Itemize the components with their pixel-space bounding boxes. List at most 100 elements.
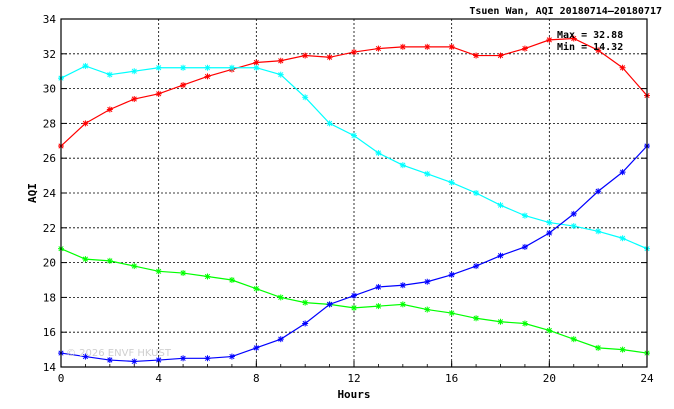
y-tick-label: 32 xyxy=(43,48,56,61)
data-point xyxy=(228,353,235,360)
data-point xyxy=(375,45,382,52)
data-point xyxy=(473,263,480,270)
data-point xyxy=(204,355,211,362)
data-point xyxy=(619,346,626,353)
x-tick-label: 4 xyxy=(155,372,162,385)
max-annotation: Max = 32.88 xyxy=(557,30,623,41)
data-point xyxy=(277,336,284,343)
data-point xyxy=(204,273,211,280)
grid-lines xyxy=(61,19,647,367)
data-point xyxy=(619,64,626,71)
data-point xyxy=(326,54,333,61)
series-group xyxy=(58,35,650,365)
data-point xyxy=(351,292,357,299)
y-tick-label: 22 xyxy=(43,222,56,235)
data-point xyxy=(473,190,480,196)
data-point xyxy=(277,57,284,64)
data-point xyxy=(570,336,577,343)
data-point xyxy=(82,256,89,263)
series-line xyxy=(60,65,648,250)
data-point xyxy=(106,71,113,78)
y-tick-label: 16 xyxy=(43,326,56,339)
y-tick-label: 34 xyxy=(43,13,57,26)
data-point xyxy=(570,223,577,230)
data-point xyxy=(521,243,528,250)
data-point xyxy=(180,270,187,277)
data-point xyxy=(204,64,211,71)
x-tick-label: 24 xyxy=(640,372,654,385)
y-tick-label: 20 xyxy=(43,257,56,270)
data-point xyxy=(302,52,309,59)
x-tick-label: 16 xyxy=(445,372,458,385)
data-point xyxy=(595,228,602,235)
data-point xyxy=(497,202,504,209)
data-point xyxy=(351,304,357,311)
axis-ticks: 0 4 8 12 16 20 24 14 16 18 20 22 24 26 28 30 32 34 xyxy=(43,13,654,385)
data-point xyxy=(228,277,235,283)
data-point xyxy=(570,210,577,217)
data-point xyxy=(399,43,406,50)
data-point xyxy=(399,282,406,289)
data-point xyxy=(155,90,162,97)
data-point xyxy=(424,306,431,313)
y-tick-label: 30 xyxy=(43,83,56,96)
x-tick-label: 12 xyxy=(347,372,360,385)
data-point xyxy=(131,96,138,103)
x-tick-label: 20 xyxy=(543,372,556,385)
data-point xyxy=(375,283,382,290)
data-point xyxy=(180,64,187,71)
series-3 xyxy=(58,143,650,365)
y-tick-label: 18 xyxy=(43,291,56,304)
data-point xyxy=(521,320,528,327)
y-tick-label: 28 xyxy=(43,117,56,130)
y-tick-label: 24 xyxy=(43,187,57,200)
series-0 xyxy=(58,35,650,150)
data-point xyxy=(546,230,553,237)
y-tick-label: 14 xyxy=(43,361,57,374)
data-point xyxy=(375,149,382,156)
data-point xyxy=(326,301,333,308)
data-point xyxy=(302,320,309,327)
data-point xyxy=(497,252,504,259)
x-tick-label: 0 xyxy=(58,372,65,385)
data-point xyxy=(546,219,553,226)
data-point xyxy=(448,271,455,278)
data-point xyxy=(302,94,309,101)
chart-title: Tsuen Wan, AQI 20180714–20180717 xyxy=(469,6,662,17)
data-point xyxy=(180,355,187,362)
data-point xyxy=(546,327,553,334)
data-point xyxy=(302,299,309,306)
data-point xyxy=(570,35,577,42)
data-point xyxy=(424,43,431,50)
data-point xyxy=(619,235,626,242)
x-axis-label: Hours xyxy=(337,388,370,401)
data-point xyxy=(277,71,284,78)
data-point xyxy=(106,106,113,113)
data-point xyxy=(131,263,138,270)
data-point xyxy=(521,45,528,52)
data-point xyxy=(399,162,406,169)
data-point xyxy=(595,47,602,54)
data-point xyxy=(253,64,260,71)
data-point xyxy=(521,212,528,219)
data-point xyxy=(546,36,553,43)
data-point xyxy=(253,344,260,351)
min-annotation: Min = 14.32 xyxy=(557,41,623,53)
y-axis-label: AQI xyxy=(26,183,39,203)
data-point xyxy=(82,62,89,69)
data-point xyxy=(131,358,138,365)
data-point xyxy=(448,310,455,317)
series-line xyxy=(60,145,648,363)
data-point xyxy=(399,301,406,308)
data-point xyxy=(595,188,602,195)
data-point xyxy=(473,315,480,322)
data-point xyxy=(497,52,504,59)
data-point xyxy=(497,318,504,325)
data-point xyxy=(277,294,284,301)
data-point xyxy=(424,278,431,285)
data-point xyxy=(82,120,89,127)
data-point xyxy=(180,82,187,89)
data-point xyxy=(253,59,260,66)
data-point xyxy=(351,132,357,139)
